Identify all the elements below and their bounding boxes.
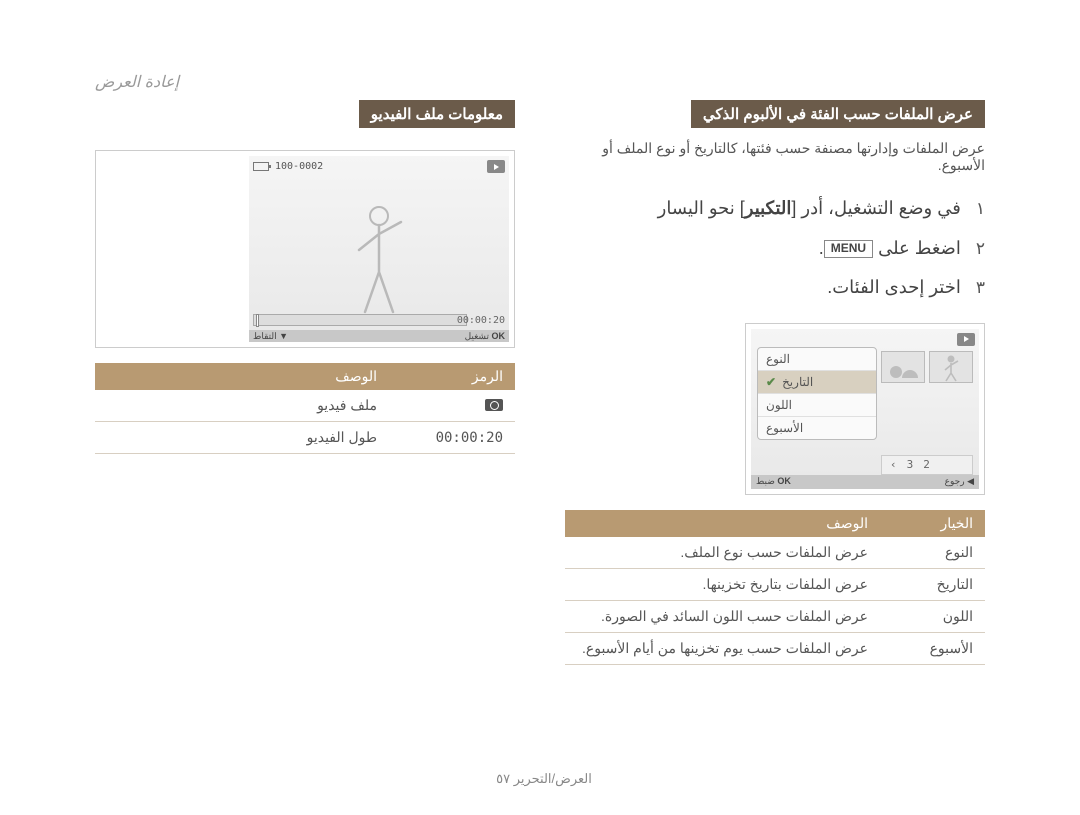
th-symbol: الرمز	[389, 363, 515, 390]
category-options-table: الخيار الوصف النوع عرض الملفات حسب نوع ا…	[565, 510, 985, 665]
popup-item-color[interactable]: اللون	[758, 393, 876, 416]
table-row: 00:00:20 طول الفيديو	[95, 422, 515, 454]
menu-button-label: MENU	[824, 240, 873, 258]
screen-bottom-bar: ◀ رجوع OK ضبط	[751, 475, 979, 489]
playback-mode-icon	[487, 160, 505, 173]
playback-mode-icon	[957, 333, 975, 346]
video-progress-bar[interactable]	[253, 314, 467, 326]
step-2: ٢ اضغط على MENU.	[565, 229, 985, 269]
video-placeholder-figure	[349, 202, 409, 322]
chevron-right-icon: ›	[890, 458, 897, 471]
th-desc: الوصف	[565, 510, 880, 537]
ok-label: OK	[492, 331, 506, 341]
thumbnail-row	[881, 351, 973, 383]
battery-icon	[253, 162, 269, 171]
smartalbum-screen: النوع التاريخ ✔ اللون الأسبوع 2 3 › ◀ رج…	[745, 323, 985, 495]
chapter-title: إعادة العرض	[95, 72, 179, 92]
videofile-icon	[485, 399, 503, 411]
table-row: النوع عرض الملفات حسب نوع الملف.	[565, 537, 985, 569]
thumbnail	[881, 351, 925, 383]
thumbnail	[929, 351, 973, 383]
popup-item-week[interactable]: الأسبوع	[758, 416, 876, 439]
table-row: الأسبوع عرض الملفات حسب يوم تخزينها من أ…	[565, 632, 985, 664]
video-info-table: الرمز الوصف ملف فيديو 00:00:20 طول الفيد…	[95, 363, 515, 454]
table-row: ملف فيديو	[95, 390, 515, 422]
check-icon: ✔	[766, 375, 776, 389]
instruction-steps: ١ في وضع التشغيل، أدر [التكبير] نحو اليس…	[565, 189, 985, 308]
page-strip: 2 3 ›	[881, 455, 973, 475]
category-popup[interactable]: النوع التاريخ ✔ اللون الأسبوع	[757, 347, 877, 440]
screen-bottom-bar: OK تشغيل ▼ التقاط	[249, 330, 509, 342]
file-counter: 100-0002	[275, 161, 323, 172]
th-desc: الوصف	[95, 363, 389, 390]
th-option: الخيار	[880, 510, 985, 537]
popup-item-type[interactable]: النوع	[758, 348, 876, 370]
page-footer: العرض/التحرير ٥٧	[0, 771, 1080, 787]
table-row: التاريخ عرض الملفات بتاريخ تخزينها.	[565, 568, 985, 600]
right-section-title: معلومات ملف الفيديو	[359, 100, 515, 128]
chevron-left-icon: ◀	[967, 476, 974, 486]
left-section-title: عرض الملفات حسب الفئة في الألبوم الذكي	[691, 100, 985, 128]
duration-value: 00:00:20	[436, 430, 503, 446]
video-playback-screen: 100-0002 00:00:20 OK تشغيل ▼ التقاط	[95, 150, 515, 348]
intro-text: عرض الملفات وإدارتها مصنفة حسب فئتها، كا…	[565, 140, 985, 174]
step-1: ١ في وضع التشغيل، أدر [التكبير] نحو اليس…	[565, 189, 985, 229]
table-row: اللون عرض الملفات حسب اللون السائد في ال…	[565, 600, 985, 632]
step-3: ٣ اختر إحدى الفئات.	[565, 268, 985, 308]
popup-item-date[interactable]: التاريخ ✔	[758, 370, 876, 393]
video-time: 00:00:20	[457, 315, 505, 326]
